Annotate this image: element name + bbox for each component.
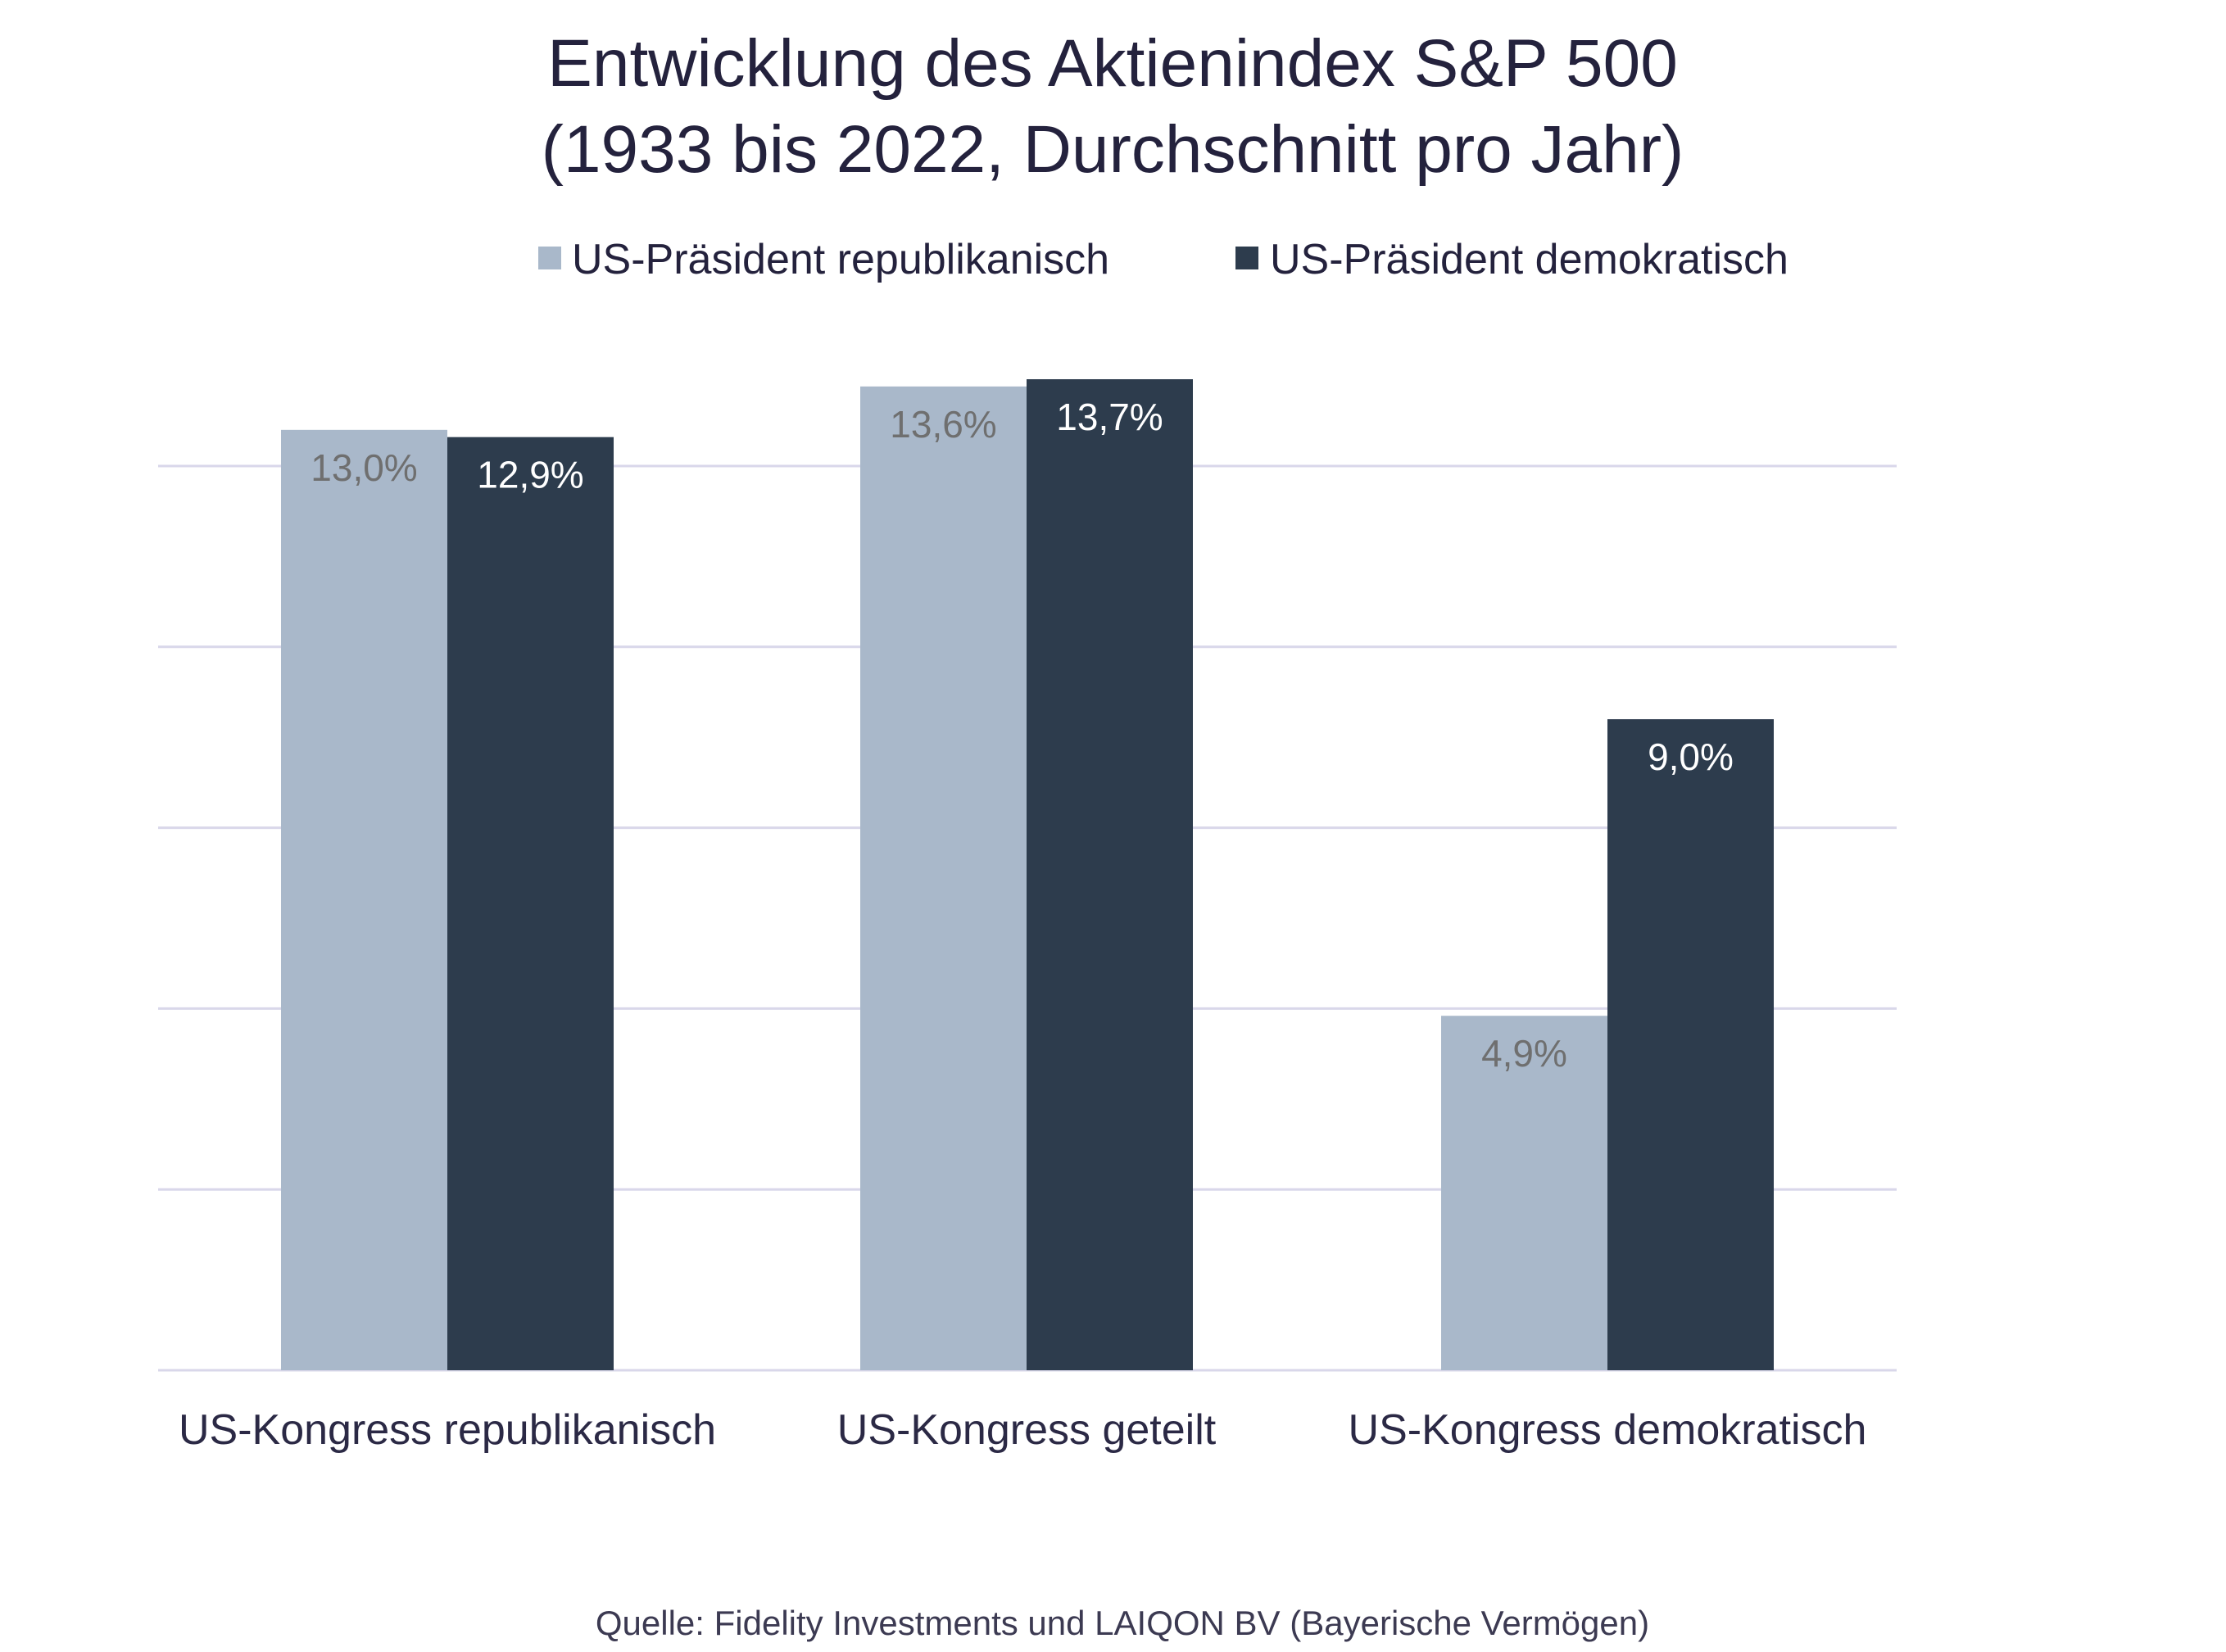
bar-republican [860, 386, 1027, 1370]
chart-title-line-1: Entwicklung des Aktienindex S&P 500 [547, 26, 1678, 101]
data-label: 9,0% [1648, 735, 1734, 778]
bar-democratic [1607, 719, 1774, 1370]
source-note: Quelle: Fidelity Investments und LAIQON … [596, 1604, 1649, 1642]
data-label: 13,6% [890, 403, 996, 446]
data-label: 13,7% [1056, 396, 1163, 438]
data-label: 12,9% [477, 454, 583, 496]
chart-title-line-2: (1933 bis 2022, Durchschnitt pro Jahr) [542, 112, 1684, 187]
bar-republican [1441, 1016, 1607, 1370]
legend-label-republican: US-Präsident republikanisch [572, 236, 1109, 283]
legend: US-Präsident republikanisch US-Präsident… [538, 236, 1789, 283]
bar-democratic [447, 437, 614, 1370]
data-label: 13,0% [311, 446, 417, 489]
category-label: US-Kongress demokratisch [1349, 1406, 1867, 1454]
bars: 13,0% 12,9% 13,6% 13,7% 4,9% 9,0% [281, 379, 1774, 1370]
legend-label-democratic: US-Präsident demokratisch [1270, 236, 1789, 283]
category-label: US-Kongress geteilt [837, 1406, 1217, 1454]
legend-swatch-democratic [1235, 247, 1258, 269]
bar-democratic [1027, 379, 1193, 1370]
category-labels: US-Kongress republikanisch US-Kongress ge… [179, 1406, 1867, 1454]
legend-swatch-republican [538, 247, 561, 269]
bar-republican [281, 429, 447, 1370]
category-label: US-Kongress republikanisch [179, 1406, 716, 1454]
data-label: 4,9% [1481, 1032, 1567, 1075]
